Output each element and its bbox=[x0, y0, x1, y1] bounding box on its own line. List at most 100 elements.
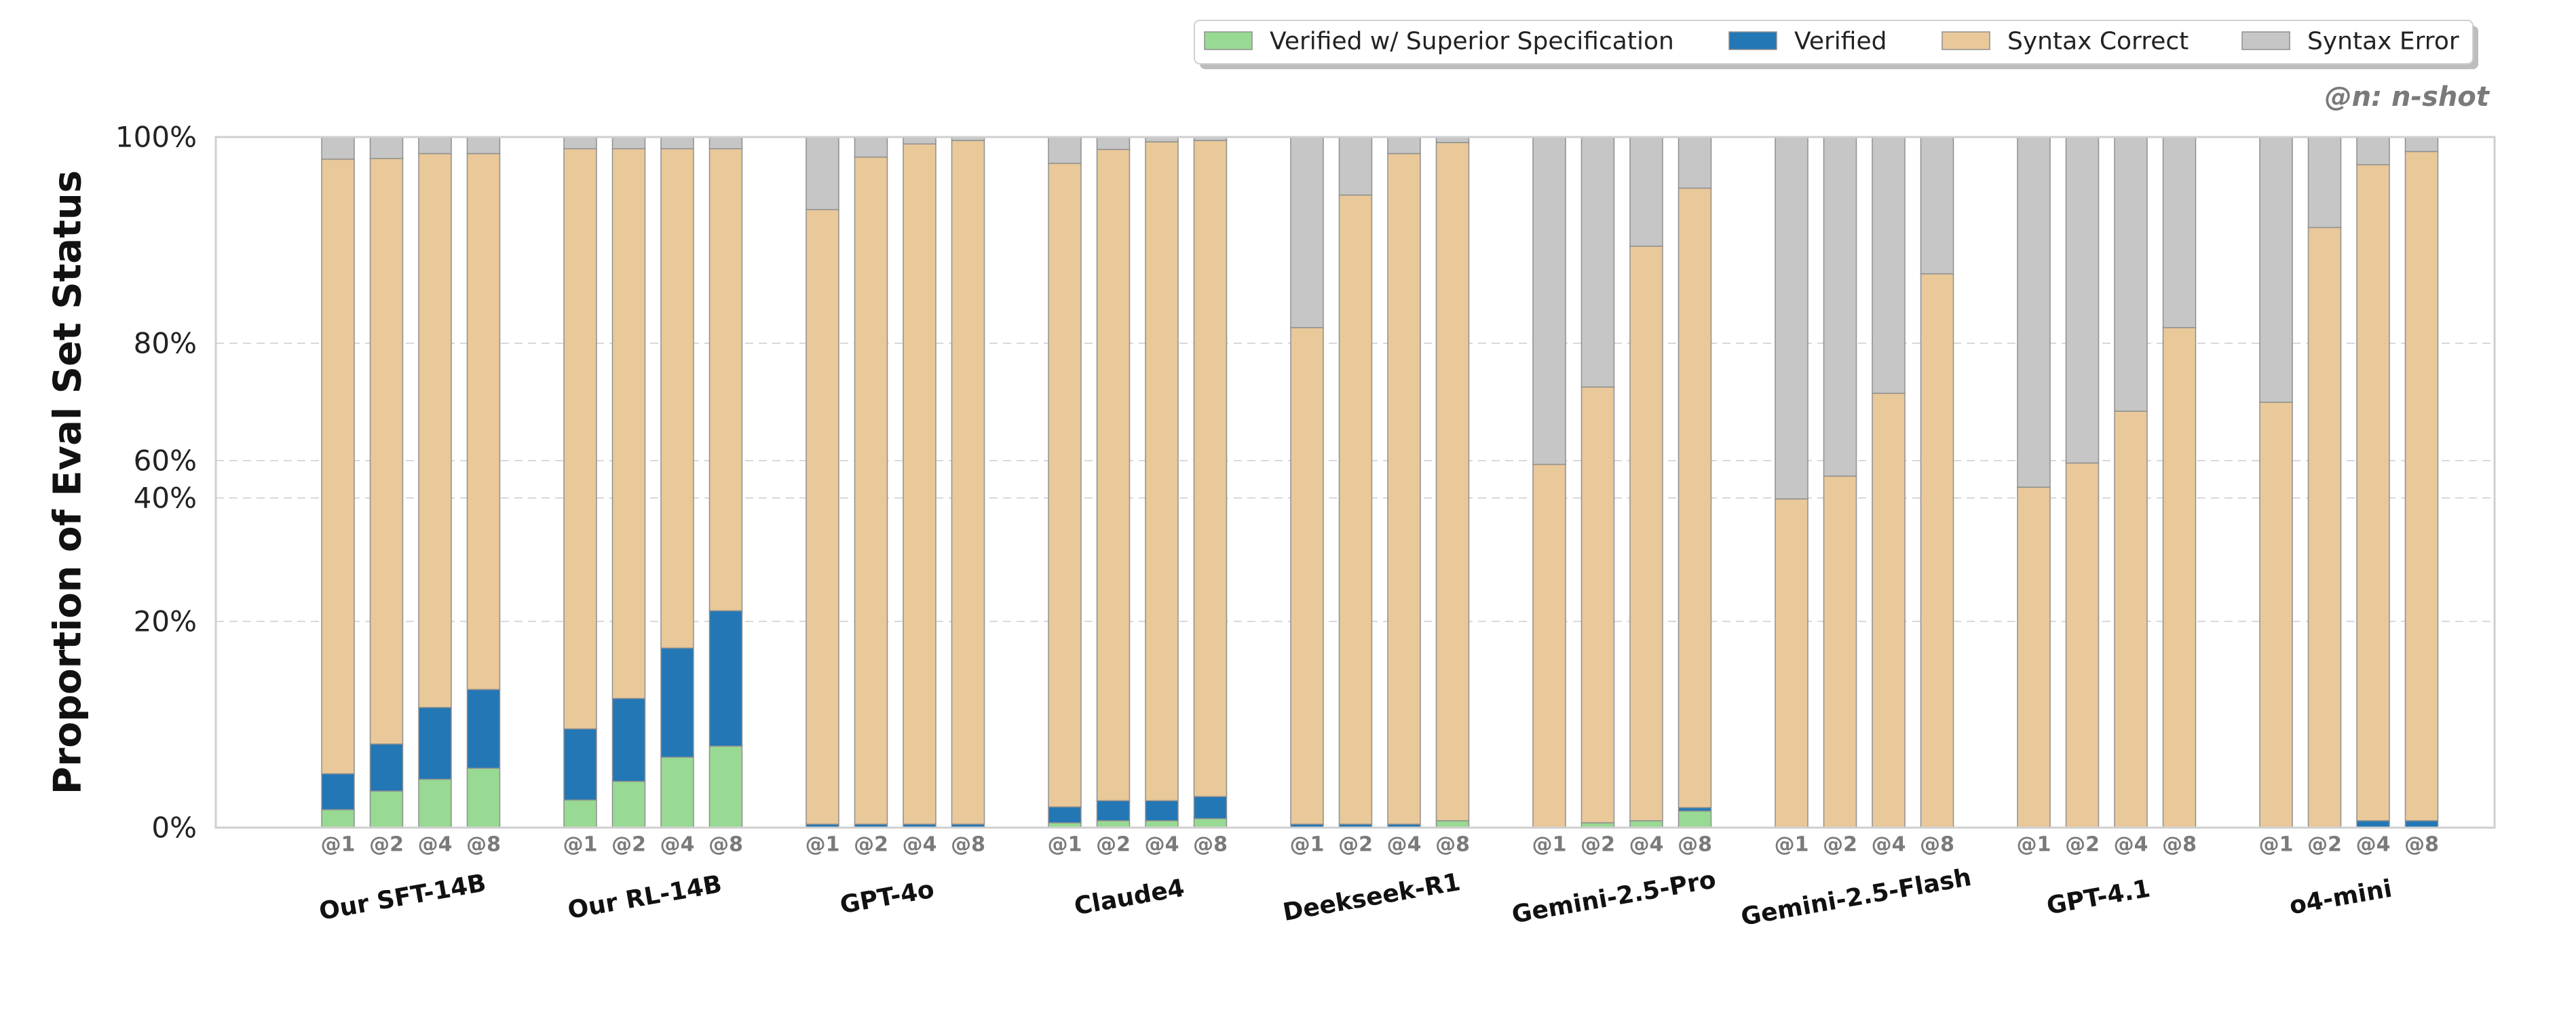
bar-segment-verified bbox=[708, 610, 743, 747]
bar-segment-syntax bbox=[1823, 476, 1857, 828]
bar-segment-superior bbox=[563, 799, 597, 828]
bar-segment-error bbox=[660, 136, 694, 150]
shot-tick-label: @1 bbox=[1532, 833, 1567, 857]
bar-segment-verified bbox=[611, 697, 646, 782]
shot-tick-label: @8 bbox=[1920, 833, 1954, 857]
y-tick-label: 40% bbox=[134, 482, 197, 515]
bar-segment-error bbox=[1678, 136, 1712, 189]
shot-tick-label: @2 bbox=[2307, 833, 2342, 857]
shot-tick-label: @2 bbox=[1580, 833, 1615, 857]
y-tick-label: 80% bbox=[134, 327, 197, 360]
bar-segment-error bbox=[1580, 136, 1615, 388]
bar-segment-syntax bbox=[418, 153, 452, 708]
shot-tick-label: @1 bbox=[1775, 833, 1809, 857]
bar-segment-syntax bbox=[2307, 227, 2342, 828]
bar-segment-syntax bbox=[2017, 486, 2051, 828]
shot-tick-label: @4 bbox=[2356, 833, 2391, 857]
bar-segment-verified bbox=[1096, 800, 1131, 822]
bar-segment-syntax bbox=[806, 209, 839, 825]
shot-tick-label: @4 bbox=[1387, 833, 1422, 857]
bar-segment-verified bbox=[2404, 820, 2439, 828]
shot-tick-label: @1 bbox=[321, 833, 356, 857]
bar-segment-superior bbox=[1193, 818, 1228, 828]
bar-segment-error bbox=[1629, 136, 1663, 247]
bar-segment-error bbox=[708, 136, 743, 150]
bar-segment-verified bbox=[1048, 806, 1082, 824]
bar-segment-syntax bbox=[466, 153, 501, 691]
bar-segment-syntax bbox=[1580, 386, 1615, 824]
shot-tick-label: @4 bbox=[1145, 833, 1179, 857]
bar-segment-error bbox=[1290, 136, 1324, 328]
bar-segment-superior bbox=[1096, 820, 1131, 828]
y-tick-label: 100% bbox=[115, 121, 197, 154]
legend: Verified w/ Superior Specification Verifi… bbox=[1194, 20, 2478, 69]
legend-box bbox=[1194, 20, 2474, 64]
bar-segment-syntax bbox=[1290, 327, 1324, 825]
bar-segment-verified bbox=[369, 744, 404, 792]
bar-segment-syntax bbox=[2114, 410, 2148, 828]
shot-tick-label: @2 bbox=[2065, 833, 2100, 857]
bar-segment-syntax bbox=[2259, 402, 2293, 828]
bar-segment-error bbox=[2162, 136, 2197, 328]
bar-segment-verified bbox=[660, 647, 694, 758]
bar-segment-verified bbox=[2356, 820, 2390, 828]
shot-tick-label: @4 bbox=[2114, 833, 2148, 857]
shot-tick-label: @8 bbox=[1193, 833, 1228, 857]
bar-segment-syntax bbox=[2162, 327, 2197, 828]
bar-segment-error bbox=[1532, 136, 1566, 465]
shot-tick-label: @8 bbox=[708, 833, 743, 857]
bar-segment-error bbox=[2065, 136, 2100, 464]
bar-segment-error bbox=[1920, 136, 1954, 275]
shot-tick-label: @8 bbox=[466, 833, 501, 857]
bar-segment-syntax bbox=[2356, 163, 2390, 822]
bar-segment-syntax bbox=[1920, 273, 1954, 828]
bar-segment-error bbox=[1048, 136, 1082, 164]
n-shot-note: @n: n-shot bbox=[2325, 81, 2490, 113]
bar-segment-syntax bbox=[2065, 462, 2100, 828]
bar-segment-syntax bbox=[1145, 141, 1179, 802]
bar-segment-superior bbox=[418, 778, 452, 828]
bar-segment-superior bbox=[611, 781, 646, 828]
bar-segment-verified bbox=[1678, 807, 1712, 812]
bar-segment-syntax bbox=[369, 157, 404, 745]
bar-segment-error bbox=[1387, 136, 1421, 155]
shot-tick-label: @2 bbox=[1096, 833, 1131, 857]
bar-segment-syntax bbox=[1775, 498, 1808, 828]
shot-tick-label: @2 bbox=[369, 833, 404, 857]
bar-segment-error bbox=[369, 136, 404, 159]
bar-segment-verified bbox=[563, 728, 597, 801]
bar-segment-verified bbox=[1193, 796, 1228, 819]
plot-frame bbox=[214, 136, 2496, 829]
shot-tick-label: @2 bbox=[854, 833, 888, 857]
shot-tick-label: @1 bbox=[563, 833, 598, 857]
bar-segment-syntax bbox=[1872, 392, 1906, 828]
shot-tick-label: @8 bbox=[2404, 833, 2439, 857]
shot-tick-label: @8 bbox=[1435, 833, 1470, 857]
bar-segment-verified bbox=[466, 689, 501, 769]
bar-segment-verified bbox=[1145, 800, 1179, 822]
bar-segment-error bbox=[1823, 136, 1857, 477]
y-tick-label: 60% bbox=[134, 444, 197, 478]
bar-segment-superior bbox=[466, 767, 501, 828]
bar-segment-error bbox=[563, 136, 597, 150]
shot-tick-label: @2 bbox=[1338, 833, 1373, 857]
bar-segment-syntax bbox=[1678, 187, 1712, 809]
bar-segment-error bbox=[321, 136, 355, 160]
bar-segment-error bbox=[611, 136, 646, 150]
shot-tick-label: @4 bbox=[1872, 833, 1906, 857]
bar-segment-error bbox=[854, 136, 888, 158]
bar-segment-syntax bbox=[2404, 151, 2439, 822]
shot-tick-label: @1 bbox=[2259, 833, 2294, 857]
bar-segment-syntax bbox=[854, 156, 888, 825]
bar-segment-superior bbox=[1145, 820, 1179, 828]
shot-tick-label: @4 bbox=[660, 833, 695, 857]
shot-tick-label: @1 bbox=[1290, 833, 1325, 857]
bar-segment-error bbox=[2404, 136, 2439, 153]
y-tick-labels: 0% 20% 40% 60% 80% 100% bbox=[115, 121, 197, 845]
shot-tick-label: @8 bbox=[1678, 833, 1712, 857]
bar-segment-error bbox=[2017, 136, 2051, 488]
y-tick-label: 0% bbox=[151, 811, 197, 845]
bar-segment-error bbox=[1775, 136, 1808, 500]
y-tick-label: 20% bbox=[134, 605, 197, 638]
